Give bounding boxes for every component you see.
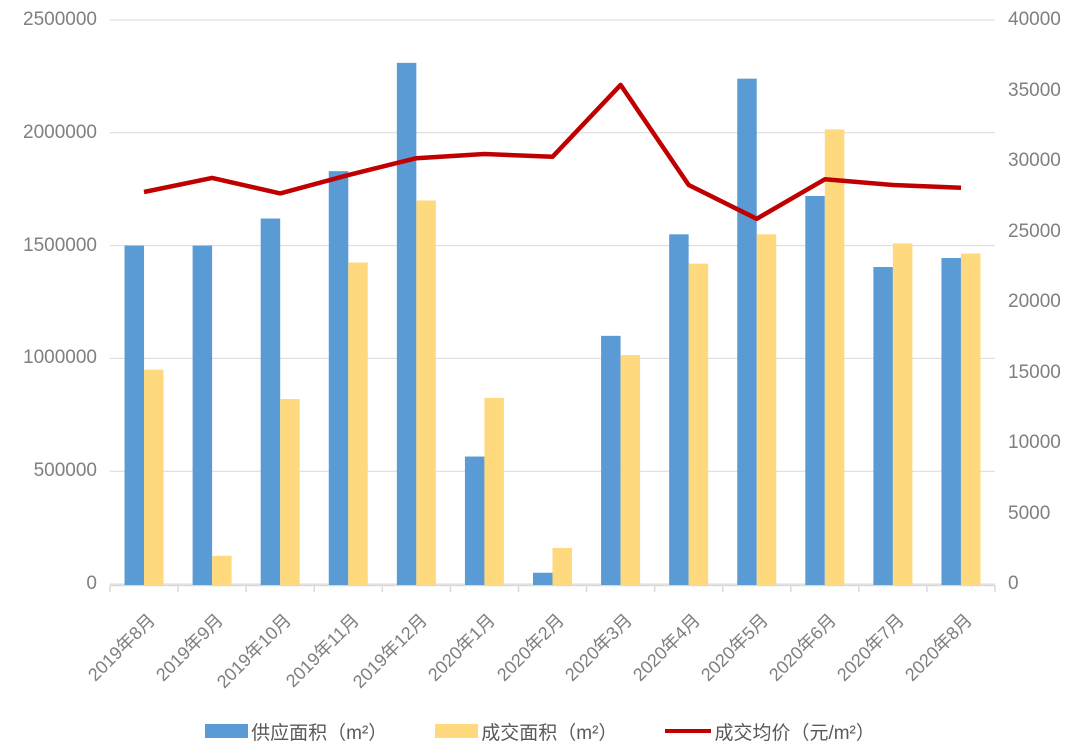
deal-bar [756,234,777,585]
supply-bar [873,267,893,585]
avg-price-legend-label: 成交均价（元/m²） [714,722,875,744]
supply-bar [737,78,757,585]
deal-bar [280,399,300,585]
deal-area-legend-label: 成交面积（m²） [481,722,618,744]
deal-bar [892,243,913,585]
supply-bar [396,62,417,585]
deal-bar [416,200,436,586]
deal-bar [144,369,164,585]
supply-bar [328,171,349,586]
right-axis-tick-label: 35000 [1008,79,1061,101]
supply-area-legend-label: 供应面积（m²） [251,722,388,744]
deal-bar [348,262,368,585]
avg-price-swatch [665,728,712,734]
legend-item-supply-area: 供应面积（m²） [205,718,387,745]
supply-bar [941,258,961,585]
left-axis-tick-label: 2000000 [23,121,97,143]
left-axis-tick-label: 1500000 [23,234,97,256]
price-line [143,82,962,222]
supply-bar [192,245,213,585]
right-axis-tick-label: 30000 [1008,150,1061,171]
left-axis-tick-label: 2500000 [23,9,97,30]
deal-bar [620,355,641,585]
left-axis-tick-label: 1000000 [23,347,97,369]
supply-bar [464,456,485,585]
deal-bar [484,397,504,585]
supply-bar [533,572,553,585]
right-axis-tick-label: 5000 [1008,502,1051,524]
deal-area-swatch [435,724,479,738]
supply-bar [124,245,145,585]
right-axis-tick-label: 40000 [1008,9,1061,30]
supply-bar [805,195,825,585]
supply-bar [669,234,689,585]
deal-bar [960,253,981,585]
right-axis-tick-label: 25000 [1008,220,1061,242]
deal-bar [688,263,709,585]
deal-bar [212,555,232,585]
deal-bar [824,129,845,585]
left-axis-tick-label: 500000 [33,460,97,482]
right-axis-tick-label: 0 [1008,573,1019,594]
right-axis-tick-label: 10000 [1008,432,1061,453]
legend: 供应面积（m²） 成交面积（m²） 成交均价（元/m²） [0,716,1080,746]
legend-item-avg-price: 成交均价（元/m²） [665,718,875,745]
supply-bar [601,335,621,585]
right-axis-tick-label: 15000 [1008,361,1061,383]
right-axis-tick-label: 20000 [1008,291,1061,312]
supply-bar [260,218,281,585]
left-axis-tick-label: 0 [86,573,97,594]
supply-area-swatch [205,724,249,738]
deal-bar [552,547,572,585]
legend-item-deal-area: 成交面积（m²） [435,718,617,745]
